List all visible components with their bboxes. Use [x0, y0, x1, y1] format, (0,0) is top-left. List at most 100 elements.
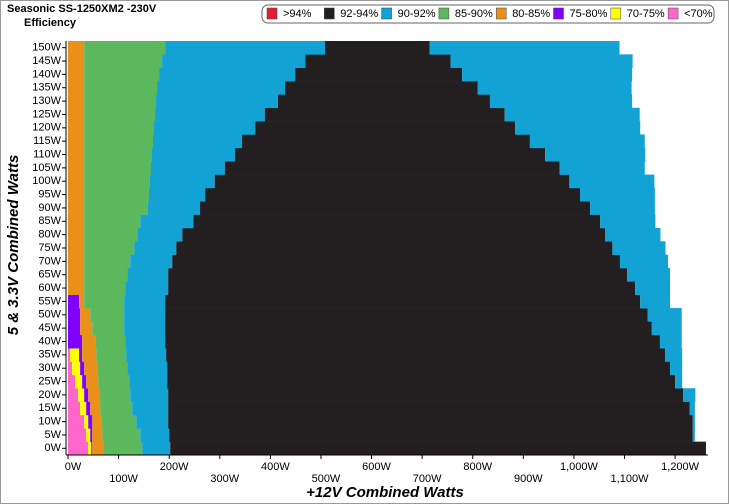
bar-segment: [97, 361, 128, 376]
x-tick-label: 600W: [362, 461, 391, 473]
legend-swatch: [324, 7, 335, 20]
y-axis-title: 5 & 3.3V Combined Watts: [5, 155, 22, 336]
bar-segment: [635, 281, 671, 296]
x-tick-label: 300W: [210, 473, 239, 485]
bar-segment: [68, 428, 87, 442]
bar-segment: [127, 361, 168, 376]
bar-segment: [156, 94, 278, 109]
bar-segment: [101, 414, 137, 429]
bar-segment: [68, 321, 81, 336]
bar-segment: [68, 308, 81, 322]
bar-segment: [692, 414, 695, 429]
bar-segment: [98, 374, 130, 389]
bar-segment: [68, 334, 83, 349]
bar-segment: [605, 227, 661, 242]
y-tick-label: 45W: [38, 322, 61, 334]
y-tick-label: 70W: [38, 255, 61, 267]
bar-segment: [154, 121, 256, 135]
bar-segment: [84, 67, 160, 82]
y-tick-label: 5W: [45, 429, 62, 441]
x-tick-label: 400W: [261, 461, 290, 473]
bar-segment: [170, 441, 706, 456]
y-tick-label: 10W: [38, 416, 61, 428]
bar-segment: [84, 54, 163, 69]
bar-segment: [129, 374, 168, 389]
legend-label: 92-94%: [340, 8, 378, 20]
bar-segment: [84, 161, 151, 175]
bar-segment: [84, 81, 158, 95]
y-tick-label: 100W: [32, 175, 61, 187]
legend-swatch: [553, 7, 564, 20]
bar-segment: [168, 388, 684, 402]
bar-segment: [68, 268, 85, 282]
y-tick-label: 120W: [32, 122, 61, 134]
bar-segment: [90, 308, 125, 322]
bar-segment: [142, 441, 171, 456]
bar-segment: [305, 54, 451, 69]
y-tick-label: 115W: [33, 135, 62, 147]
bar-segment: [545, 147, 646, 162]
bar-segment: [84, 174, 150, 189]
bar-segment: [82, 348, 97, 362]
bar-segment: [96, 348, 127, 362]
bar-segment: [675, 374, 683, 389]
bar-segment: [529, 134, 645, 149]
legend-swatch: [381, 7, 392, 20]
bar-segment: [92, 428, 103, 442]
bar-segment: [234, 147, 546, 162]
x-tick-label: 800W: [463, 461, 492, 473]
bar-segment: [124, 294, 166, 309]
y-tick-label: 135W: [32, 82, 61, 94]
bar-segment: [91, 441, 93, 456]
bar-segment: [68, 361, 73, 376]
x-tick-label: 1,200W: [661, 461, 700, 473]
bar-segment: [166, 348, 665, 362]
bar-segment: [165, 321, 652, 336]
bar-segment: [147, 201, 201, 215]
bar-segment: [569, 174, 655, 189]
bar-segment: [136, 414, 169, 429]
bar-segment: [75, 374, 83, 389]
legend-swatch: [266, 7, 278, 20]
bar-segment: [84, 147, 152, 162]
bar-segment: [68, 214, 85, 229]
bar-segment: [68, 107, 85, 122]
bar-segment: [68, 294, 80, 309]
bar-segment: [193, 214, 601, 229]
bar-segment: [84, 187, 149, 202]
bar-segment: [68, 174, 85, 189]
x-tick-label: 0W: [65, 461, 82, 473]
bar-segment: [152, 134, 243, 149]
bar-segment: [159, 67, 296, 82]
bar-segment: [689, 401, 695, 416]
bar-segment: [68, 54, 85, 69]
bar-segment: [162, 54, 306, 69]
bar-segment: [127, 268, 169, 282]
bar-segment: [157, 81, 286, 95]
bar-segment: [165, 334, 660, 349]
bar-segment: [504, 107, 640, 122]
legend-label: <70%: [684, 8, 713, 20]
bar-segment: [125, 334, 166, 349]
bar-segment: [477, 81, 632, 95]
bar-segment: [124, 308, 166, 322]
bar-segment: [68, 67, 85, 82]
legend-swatch: [610, 7, 622, 20]
bar-segment: [86, 374, 99, 389]
bar-segment: [167, 374, 676, 389]
y-tick-label: 25W: [38, 375, 61, 387]
bar-segment: [68, 187, 85, 202]
bar-segment: [151, 147, 235, 162]
bar-segment: [68, 147, 85, 162]
bar-segment: [125, 281, 169, 296]
bar-segment: [68, 281, 85, 296]
bar-segment: [84, 281, 126, 296]
bar-segment: [86, 428, 91, 442]
bar-segment: [88, 414, 93, 429]
bar-segment: [80, 361, 85, 376]
bar-segment: [664, 348, 683, 362]
legend-swatch: [438, 7, 450, 20]
bar-segment: [205, 187, 580, 202]
bar-segment: [90, 401, 101, 416]
